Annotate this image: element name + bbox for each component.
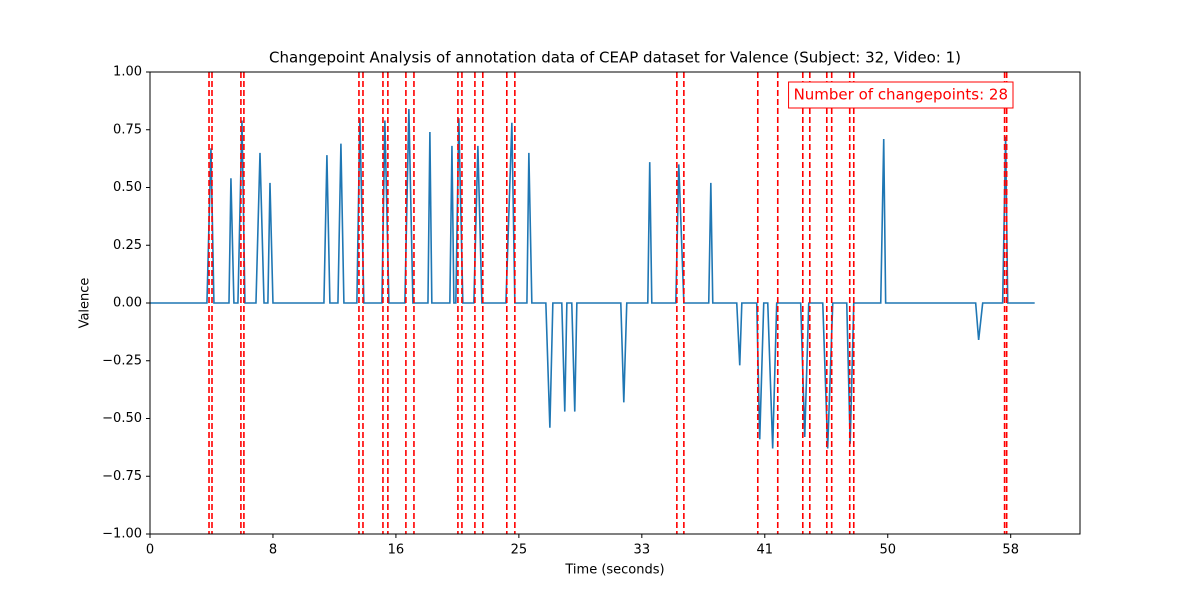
y-tick-label: 0.25 <box>113 238 142 253</box>
annotation: Number of changepoints: 28 <box>794 86 1008 104</box>
chart-title: Changepoint Analysis of annotation data … <box>269 49 961 67</box>
x-tick-label: 16 <box>388 543 405 558</box>
data-line <box>150 108 1035 449</box>
x-tick-label: 58 <box>1002 543 1019 558</box>
y-tick-label: −1.00 <box>102 527 142 542</box>
x-tick-label: 0 <box>146 543 154 558</box>
x-tick-label: 41 <box>757 543 774 558</box>
y-tick-label: 0.75 <box>113 122 142 137</box>
x-tick-label: 25 <box>511 543 528 558</box>
x-tick-label: 33 <box>634 543 651 558</box>
y-tick-label: −0.25 <box>102 353 142 368</box>
x-tick-label: 8 <box>269 543 277 558</box>
y-tick-label: −0.50 <box>102 411 142 426</box>
x-axis-label: Time (seconds) <box>564 563 664 578</box>
y-tick-label: −0.75 <box>102 469 142 484</box>
y-tick-label: 0.00 <box>113 296 142 311</box>
y-tick-label: 0.50 <box>113 180 142 195</box>
annotation-box <box>788 81 1014 109</box>
y-axis-label: Valence <box>78 278 93 329</box>
y-tick-label: 1.00 <box>113 65 142 80</box>
plot-frame <box>149 71 1081 535</box>
x-tick-label: 50 <box>879 543 896 558</box>
